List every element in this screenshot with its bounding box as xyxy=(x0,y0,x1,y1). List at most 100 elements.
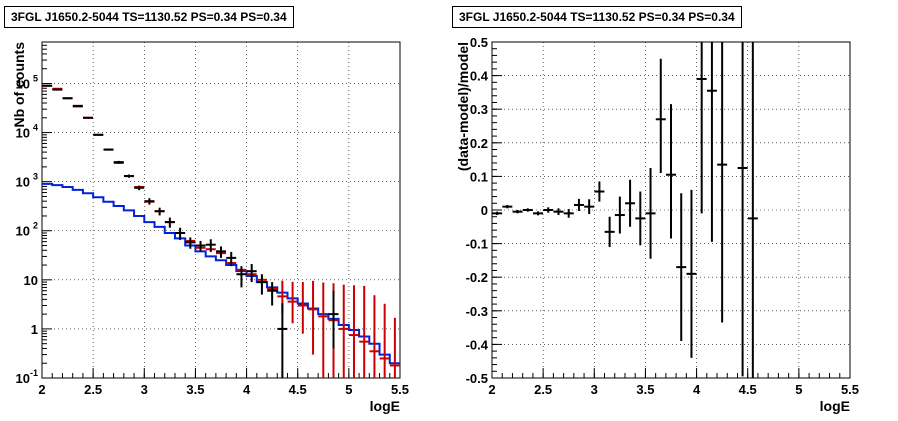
residual-point xyxy=(492,211,503,216)
residual-point xyxy=(655,58,666,174)
residual-point xyxy=(553,208,564,216)
data-point xyxy=(154,207,165,216)
residual-point xyxy=(676,193,687,342)
left-y-tick-label: 10 xyxy=(16,126,30,141)
left-y-tick-label: 10 xyxy=(16,76,30,91)
residual-point xyxy=(686,189,697,358)
left-chart-title: 3FGL J1650.2-5044 TS=1130.52 PS=0.34 PS=… xyxy=(4,6,294,28)
data-point xyxy=(103,148,114,151)
residual-point xyxy=(614,196,625,234)
data-point xyxy=(134,185,145,191)
right-x-tick-label: 4.5 xyxy=(739,382,757,397)
model-point xyxy=(297,282,308,334)
residual-point xyxy=(563,208,574,218)
model-point xyxy=(318,282,329,378)
data-point xyxy=(195,240,206,252)
left-y-tick-exponent: 3 xyxy=(33,172,38,182)
data-point xyxy=(175,227,186,240)
left-y-axis-title: Nb of counts xyxy=(11,42,27,128)
residual-point xyxy=(573,198,584,212)
left-y-tick-exponent: 4 xyxy=(33,123,38,133)
data-point xyxy=(52,88,63,91)
residual-point xyxy=(604,216,615,247)
model-point xyxy=(379,303,390,378)
residual-point xyxy=(584,199,595,215)
data-point xyxy=(113,160,124,164)
data-point xyxy=(205,239,216,252)
model-point xyxy=(338,284,349,378)
left-x-tick-label: 2 xyxy=(38,382,45,397)
right-x-tick-label: 2 xyxy=(488,382,495,397)
left-y-tick-label: 1 xyxy=(31,322,38,337)
left-plot-frame xyxy=(41,41,401,379)
residual-point xyxy=(502,204,513,209)
left-x-tick-label: 3.5 xyxy=(186,382,204,397)
residual-point xyxy=(635,191,646,246)
residual-point xyxy=(666,104,676,239)
right-chart-title: 3FGL J1650.2-5044 TS=1130.52 PS=0.34 PS=… xyxy=(452,6,742,28)
left-x-tick-label: 3 xyxy=(141,382,148,397)
residual-point xyxy=(747,42,758,378)
data-point xyxy=(72,104,83,107)
data-point xyxy=(328,290,339,349)
left-x-tick-label: 5.5 xyxy=(391,382,409,397)
right-x-tick-label: 5 xyxy=(795,382,802,397)
model-point xyxy=(359,285,370,378)
left-y-tick-label: 10 xyxy=(24,273,38,288)
right-y-tick-label: 0.2 xyxy=(470,136,488,151)
left-y-tick-label: 10 xyxy=(16,371,30,386)
data-point xyxy=(144,198,155,205)
model-point xyxy=(348,285,359,378)
right-y-axis-title: (data-model)/model xyxy=(455,42,471,171)
data-point xyxy=(93,133,104,136)
data-point xyxy=(62,97,73,100)
data-point xyxy=(256,274,267,295)
left-x-tick-label: 4 xyxy=(243,382,251,397)
right-y-tick-label: -0.3 xyxy=(466,304,488,319)
residual-point xyxy=(737,42,748,377)
right-x-tick-label: 3 xyxy=(591,382,598,397)
data-point xyxy=(277,302,288,378)
residual-point xyxy=(594,181,605,202)
right-y-tick-label: 0.5 xyxy=(470,35,488,50)
left-y-tick-label: 10 xyxy=(16,224,30,239)
residual-point xyxy=(717,42,728,323)
left-x-tick-label: 2.5 xyxy=(84,382,102,397)
right-x-tick-label: 2.5 xyxy=(534,382,552,397)
residual-point xyxy=(706,42,717,242)
data-point xyxy=(216,246,226,258)
model-point xyxy=(369,295,380,378)
right-y-tick-label: -0.5 xyxy=(466,371,488,386)
left-y-tick-label: 10 xyxy=(16,175,30,190)
left-y-tick-exponent: 2 xyxy=(33,221,38,231)
left-y-tick-exponent: 5 xyxy=(33,73,38,83)
residual-point xyxy=(696,42,707,214)
data-point xyxy=(226,251,237,267)
residual-point xyxy=(512,210,523,214)
right-y-tick-label: 0.3 xyxy=(470,102,488,117)
residual-point xyxy=(533,211,544,216)
right-x-tick-label: 5.5 xyxy=(841,382,859,397)
left-x-tick-label: 5 xyxy=(345,382,352,397)
residual-point xyxy=(645,168,656,259)
right-x-tick-label: 4 xyxy=(693,382,701,397)
right-y-tick-label: 0.4 xyxy=(470,69,489,84)
residual-point xyxy=(625,179,636,227)
data-point xyxy=(246,264,257,283)
data-point xyxy=(164,217,175,228)
right-y-tick-label: -0.4 xyxy=(466,337,489,352)
right-x-tick-label: 3.5 xyxy=(636,382,654,397)
right-y-tick-label: 0 xyxy=(481,203,488,218)
left-x-tick-label: 4.5 xyxy=(289,382,307,397)
model-point xyxy=(287,281,298,324)
right-y-tick-label: 0.1 xyxy=(470,169,488,184)
left-x-axis-title: logE xyxy=(370,398,400,414)
residual-point xyxy=(543,207,554,213)
data-point xyxy=(185,237,196,249)
right-x-axis-title: logE xyxy=(820,398,850,414)
residual-point xyxy=(522,208,533,212)
data-point xyxy=(123,174,134,178)
right-y-tick-label: -0.1 xyxy=(466,237,488,252)
model-point xyxy=(389,317,400,378)
